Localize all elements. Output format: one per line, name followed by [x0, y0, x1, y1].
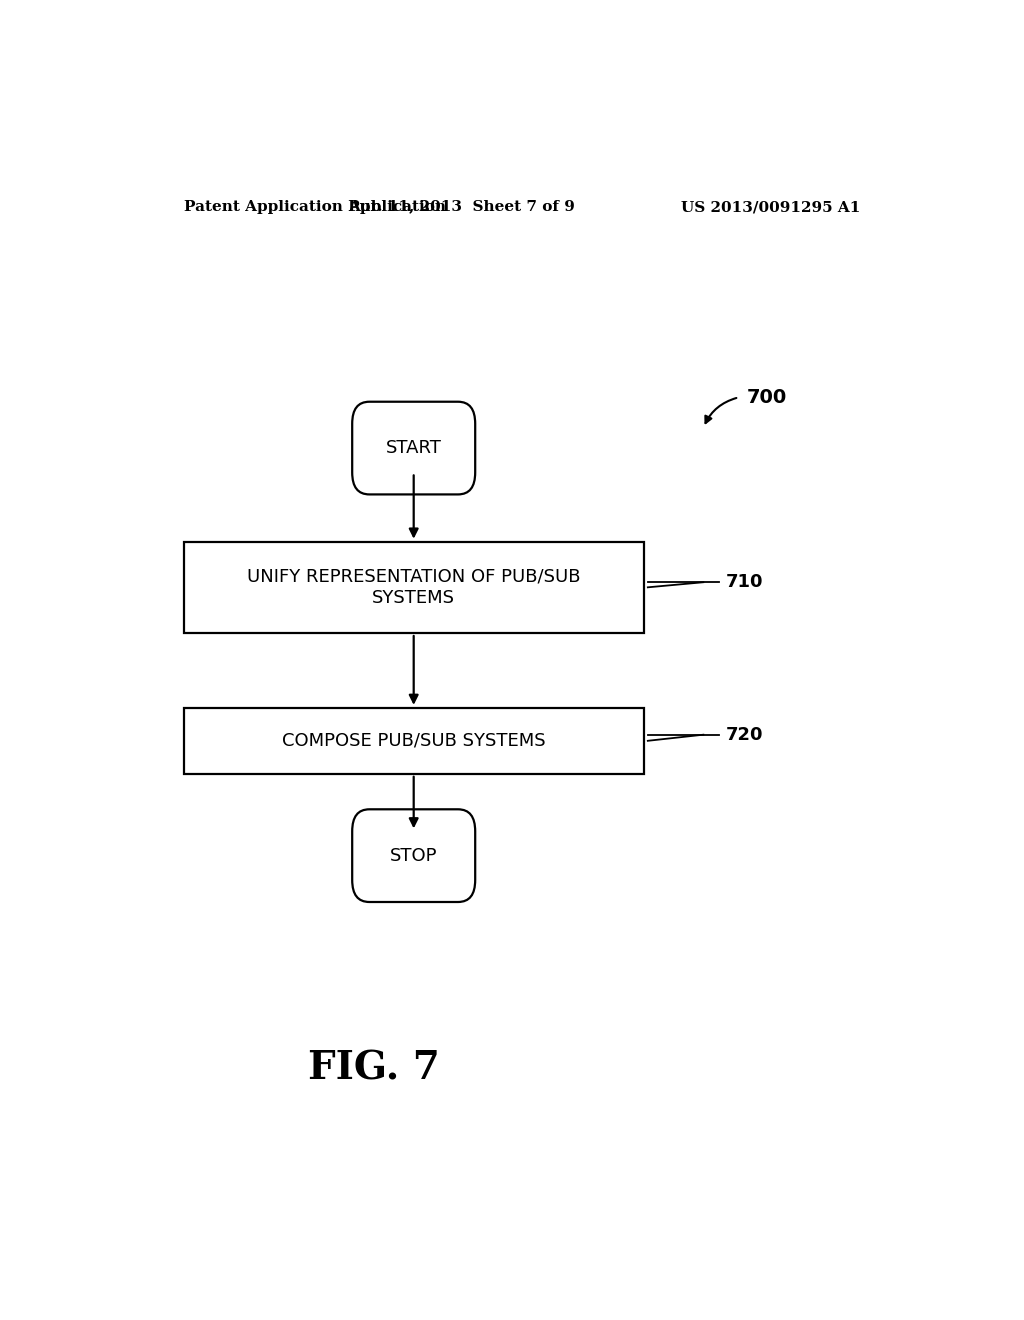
Text: 720: 720 — [726, 726, 763, 743]
Text: COMPOSE PUB/SUB SYSTEMS: COMPOSE PUB/SUB SYSTEMS — [282, 731, 546, 750]
Text: FIG. 7: FIG. 7 — [308, 1049, 440, 1088]
Text: US 2013/0091295 A1: US 2013/0091295 A1 — [681, 201, 860, 214]
Text: 700: 700 — [748, 388, 787, 407]
Bar — [183, 541, 644, 634]
Text: Apr. 11, 2013  Sheet 7 of 9: Apr. 11, 2013 Sheet 7 of 9 — [348, 201, 574, 214]
Text: Patent Application Publication: Patent Application Publication — [183, 201, 445, 214]
Text: STOP: STOP — [390, 846, 437, 865]
Text: UNIFY REPRESENTATION OF PUB/SUB
SYSTEMS: UNIFY REPRESENTATION OF PUB/SUB SYSTEMS — [247, 568, 581, 607]
FancyBboxPatch shape — [352, 401, 475, 495]
Bar — [183, 708, 644, 774]
Text: START: START — [386, 440, 441, 457]
FancyBboxPatch shape — [352, 809, 475, 902]
Text: 710: 710 — [726, 573, 763, 591]
